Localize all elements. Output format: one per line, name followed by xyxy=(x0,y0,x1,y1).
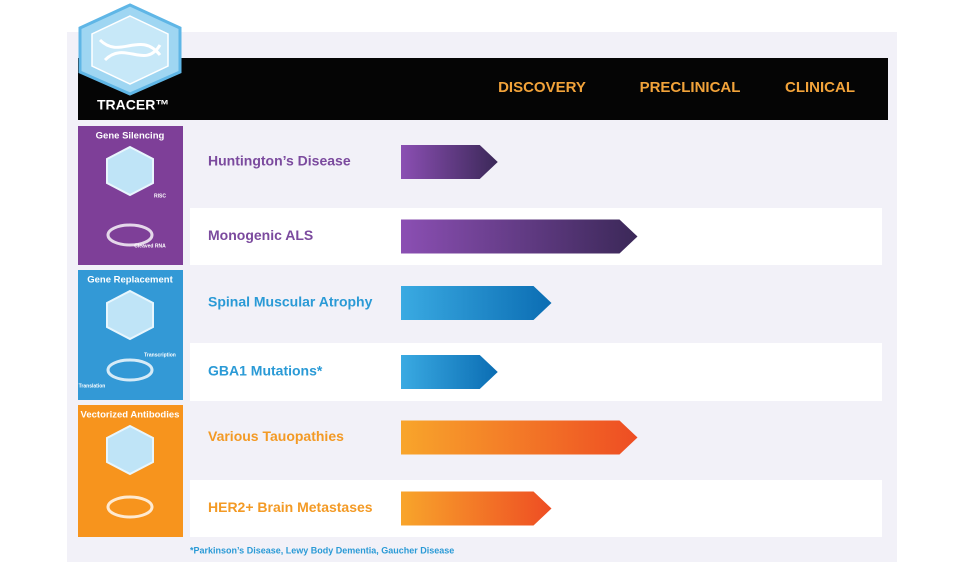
annotation: Cleaved RNA xyxy=(134,243,166,249)
progress-bar xyxy=(401,219,638,254)
footnote: *Parkinson’s Disease, Lewy Body Dementia… xyxy=(190,545,454,555)
stage-label: PRECLINICAL xyxy=(640,79,741,96)
annotation: Transcription xyxy=(144,352,176,358)
program-name: GBA1 Mutations* xyxy=(208,363,323,379)
annotation: Translation xyxy=(79,383,106,389)
program-name: Huntington’s Disease xyxy=(208,153,351,169)
annotation: RISC xyxy=(154,193,166,199)
stage-label: DISCOVERY xyxy=(498,79,586,96)
logo-name: TRACER™ xyxy=(97,97,169,113)
program-name: Spinal Muscular Atrophy xyxy=(208,294,373,310)
progress-bar xyxy=(401,355,498,389)
group-icon xyxy=(106,424,154,476)
progress-bar xyxy=(401,491,552,526)
group-label: Gene Silencing xyxy=(96,131,165,142)
header-bar xyxy=(78,58,888,120)
progress-bar xyxy=(401,145,498,179)
row-background xyxy=(190,343,882,401)
group-icon-detail xyxy=(106,495,154,519)
group-icon-detail xyxy=(106,223,154,247)
stage-label: CLINICAL xyxy=(785,79,855,96)
program-name: HER2+ Brain Metastases xyxy=(208,499,373,515)
group-label: Vectorized Antibodies xyxy=(81,410,180,421)
progress-bar xyxy=(401,420,638,455)
group-icon xyxy=(106,145,154,197)
group-icon xyxy=(106,289,154,341)
group-icon-detail xyxy=(106,358,154,382)
progress-bar xyxy=(401,286,552,320)
group-label: Gene Replacement xyxy=(87,275,173,286)
program-name: Various Tauopathies xyxy=(208,428,344,444)
program-name: Monogenic ALS xyxy=(208,227,313,243)
logo-icon xyxy=(78,3,182,96)
